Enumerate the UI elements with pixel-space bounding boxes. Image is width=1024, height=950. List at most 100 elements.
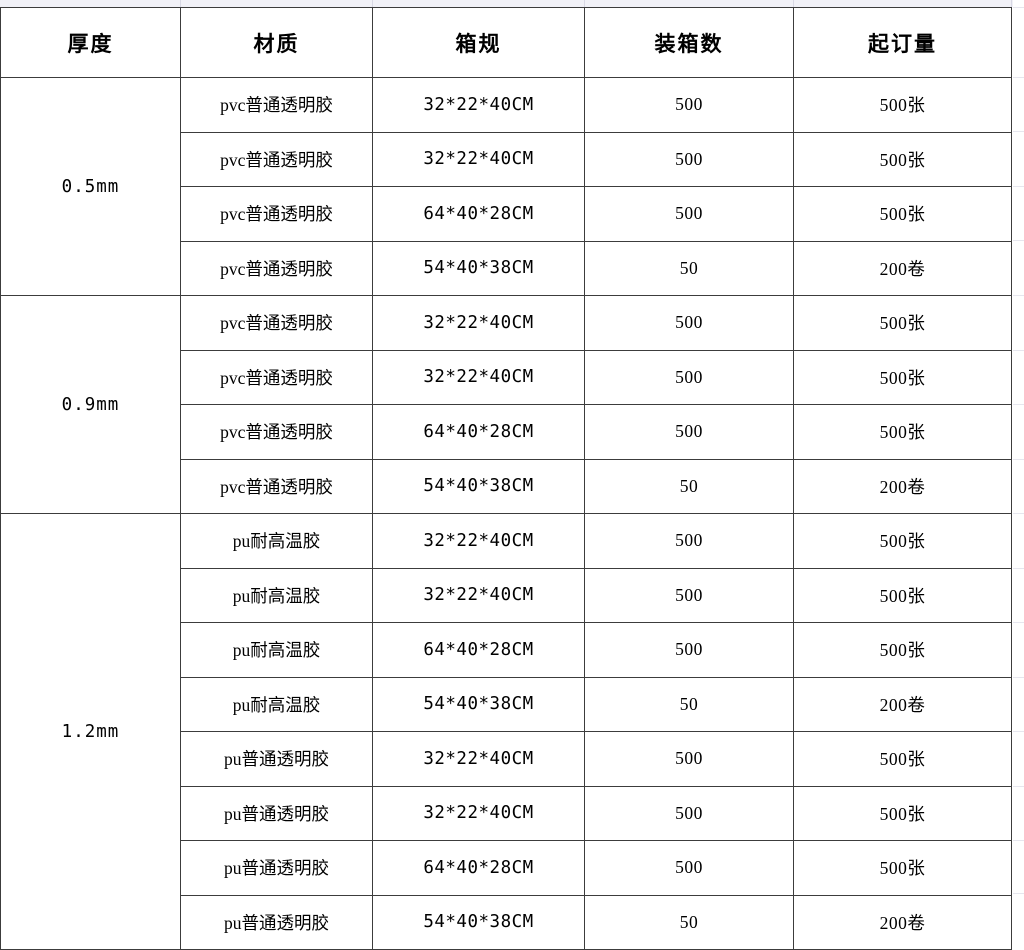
perbox-cell: 500 <box>584 785 794 841</box>
perbox-cell: 500 <box>584 349 794 405</box>
perbox-cell: 500 <box>584 567 794 623</box>
moq-cell: 500张 <box>793 77 1012 133</box>
moq-cell: 500张 <box>793 404 1012 460</box>
gutter-line <box>1013 459 1024 460</box>
table-row: pvc普通透明胶 32*22*40CM 500 500张 <box>1 349 1012 405</box>
gutter-line <box>1013 350 1024 351</box>
table-row: pvc普通透明胶 54*40*38CM 50 200卷 <box>1 240 1012 296</box>
perbox-cell: 50 <box>584 676 794 732</box>
moq-cell: 500张 <box>793 731 1012 787</box>
table-row: pu耐高温胶 64*40*28CM 500 500张 <box>1 622 1012 678</box>
material-cell: pvc普通透明胶 <box>180 349 373 405</box>
boxspec-cell: 64*40*28CM <box>372 404 585 460</box>
boxspec-cell: 32*22*40CM <box>372 567 585 623</box>
boxspec-cell: 32*22*40CM <box>372 295 585 351</box>
moq-cell: 200卷 <box>793 240 1012 296</box>
grid-tick <box>1011 0 1012 7</box>
material-cell: pu普通透明胶 <box>180 785 373 841</box>
gutter-line <box>1013 513 1024 514</box>
table-row: pvc普通透明胶 64*40*28CM 500 500张 <box>1 404 1012 460</box>
boxspec-cell: 54*40*38CM <box>372 676 585 732</box>
material-cell: pu耐高温胶 <box>180 513 373 569</box>
material-cell: pu耐高温胶 <box>180 622 373 678</box>
thickness-cell: 0.9mm <box>0 295 181 514</box>
material-cell: pvc普通透明胶 <box>180 186 373 242</box>
gutter-line <box>1013 731 1024 732</box>
boxspec-cell: 32*22*40CM <box>372 731 585 787</box>
boxspec-cell: 64*40*28CM <box>372 840 585 896</box>
material-cell: pu普通透明胶 <box>180 894 373 950</box>
material-cell: pu耐高温胶 <box>180 567 373 623</box>
gutter-line <box>1013 786 1024 787</box>
gutter-line <box>1013 622 1024 623</box>
material-cell: pvc普通透明胶 <box>180 131 373 187</box>
boxspec-cell: 32*22*40CM <box>372 785 585 841</box>
column-header-thickness: 厚度 <box>0 7 181 78</box>
gutter-line <box>1013 77 1024 78</box>
gutter-line <box>1013 404 1024 405</box>
spreadsheet-area: 厚度 材质 箱规 装箱数 起订量 0.5mm pvc普通透明胶 32*22*40CM 500 5… <box>0 7 1012 950</box>
boxspec-cell: 64*40*28CM <box>372 622 585 678</box>
perbox-cell: 50 <box>584 240 794 296</box>
moq-cell: 500张 <box>793 186 1012 242</box>
sheet-top-strip <box>0 0 1024 7</box>
sheet-right-gutter <box>1013 0 1024 899</box>
perbox-cell: 500 <box>584 131 794 187</box>
column-header-moq: 起订量 <box>793 7 1012 78</box>
moq-cell: 200卷 <box>793 894 1012 950</box>
moq-cell: 500张 <box>793 622 1012 678</box>
material-cell: pvc普通透明胶 <box>180 458 373 514</box>
gutter-line <box>1013 7 1024 8</box>
table-header: 厚度 材质 箱规 装箱数 起订量 <box>0 7 1012 78</box>
boxspec-cell: 32*22*40CM <box>372 349 585 405</box>
material-cell: pvc普通透明胶 <box>180 404 373 460</box>
gutter-line <box>1013 893 1024 894</box>
gutter-line <box>1013 568 1024 569</box>
header-row: 厚度 材质 箱规 装箱数 起订量 <box>0 7 1012 78</box>
boxspec-cell: 54*40*38CM <box>372 458 585 514</box>
material-cell: pu耐高温胶 <box>180 676 373 732</box>
table-row: 1.2mm pu耐高温胶 32*22*40CM 500 500张 <box>0 513 1012 950</box>
moq-cell: 500张 <box>793 513 1012 569</box>
material-cell: pvc普通透明胶 <box>180 295 373 351</box>
material-cell: pvc普通透明胶 <box>180 240 373 296</box>
gutter-line <box>1013 677 1024 678</box>
gutter-line <box>1013 840 1024 841</box>
gutter-line <box>1013 186 1024 187</box>
perbox-cell: 500 <box>584 731 794 787</box>
boxspec-cell: 64*40*28CM <box>372 186 585 242</box>
moq-cell: 200卷 <box>793 676 1012 732</box>
perbox-cell: 500 <box>584 77 794 133</box>
product-spec-table: 厚度 材质 箱规 装箱数 起订量 0.5mm pvc普通透明胶 32*22*40CM 500 5… <box>0 7 1012 950</box>
table-row: pu普通透明胶 32*22*40CM 500 500张 <box>1 785 1012 841</box>
grid-tick <box>372 0 373 7</box>
grid-tick <box>584 0 585 7</box>
table-row: pu耐高温胶 32*22*40CM 500 500张 <box>1 567 1012 623</box>
thickness-cell: 1.2mm <box>0 513 181 950</box>
moq-cell: 500张 <box>793 349 1012 405</box>
gutter-line <box>1013 295 1024 296</box>
perbox-cell: 50 <box>584 894 794 950</box>
table-row: pu普通透明胶 64*40*28CM 500 500张 <box>1 840 1012 896</box>
moq-cell: 200卷 <box>793 458 1012 514</box>
boxspec-cell: 54*40*38CM <box>372 894 585 950</box>
perbox-cell: 500 <box>584 513 794 569</box>
table-row: pvc普通透明胶 54*40*38CM 50 200卷 <box>1 458 1012 514</box>
gutter-line <box>1013 131 1024 132</box>
perbox-cell: 500 <box>584 295 794 351</box>
column-header-material: 材质 <box>180 7 373 78</box>
boxspec-cell: 32*22*40CM <box>372 77 585 133</box>
moq-cell: 500张 <box>793 840 1012 896</box>
thickness-cell: 0.5mm <box>0 77 181 296</box>
material-cell: pu普通透明胶 <box>180 840 373 896</box>
boxspec-cell: 54*40*38CM <box>372 240 585 296</box>
column-header-perbox: 装箱数 <box>584 7 794 78</box>
perbox-cell: 50 <box>584 458 794 514</box>
table-body: 0.5mm pvc普通透明胶 32*22*40CM 500 500张 pvc普通透明胶 32… <box>0 77 1012 950</box>
moq-cell: 500张 <box>793 295 1012 351</box>
gutter-line <box>1013 240 1024 241</box>
table-row: 0.9mm pvc普通透明胶 32*22*40CM 500 500张 <box>0 295 1012 514</box>
boxspec-cell: 32*22*40CM <box>372 131 585 187</box>
material-cell: pu普通透明胶 <box>180 731 373 787</box>
moq-cell: 500张 <box>793 131 1012 187</box>
